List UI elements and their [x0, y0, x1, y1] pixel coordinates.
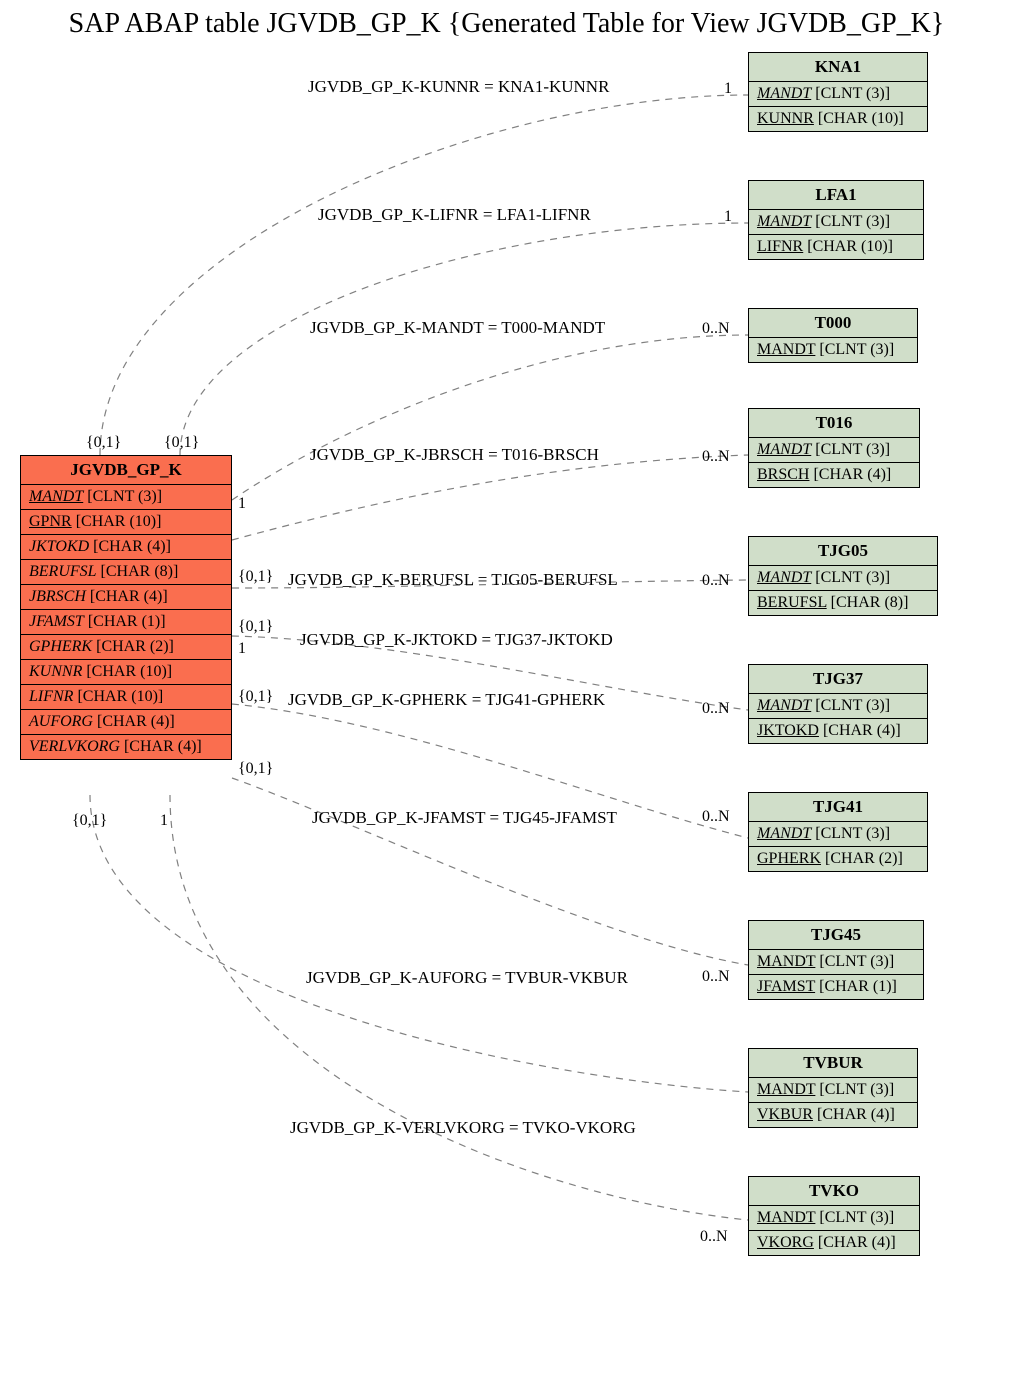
- cardinality-label: 0..N: [702, 968, 730, 986]
- entity-field: MANDT [CLNT (3)]: [749, 566, 937, 591]
- relationship-label: JGVDB_GP_K-JFAMST = TJG45-JFAMST: [312, 808, 617, 828]
- relationship-label: JGVDB_GP_K-JKTOKD = TJG37-JKTOKD: [300, 630, 613, 650]
- entity-header: TVBUR: [749, 1049, 917, 1078]
- relationship-label: JGVDB_GP_K-BERUFSL = TJG05-BERUFSL: [288, 570, 618, 590]
- entity-field: MANDT [CLNT (3)]: [21, 485, 231, 510]
- cardinality-label: {0,1}: [238, 568, 273, 586]
- cardinality-label: 1: [238, 495, 246, 513]
- entity-field: AUFORG [CHAR (4)]: [21, 710, 231, 735]
- cardinality-label: 1: [160, 812, 168, 830]
- entity-lfa1: LFA1MANDT [CLNT (3)]LIFNR [CHAR (10)]: [748, 180, 924, 260]
- entity-t000: T000MANDT [CLNT (3)]: [748, 308, 918, 363]
- entity-field: MANDT [CLNT (3)]: [749, 1078, 917, 1103]
- entity-field: JFAMST [CHAR (1)]: [749, 975, 923, 999]
- entity-header: JGVDB_GP_K: [21, 456, 231, 485]
- entity-field: JKTOKD [CHAR (4)]: [749, 719, 927, 743]
- entity-tjg37: TJG37MANDT [CLNT (3)]JKTOKD [CHAR (4)]: [748, 664, 928, 744]
- entity-field: KUNNR [CHAR (10)]: [749, 107, 927, 131]
- entity-field: MANDT [CLNT (3)]: [749, 1206, 919, 1231]
- entity-field: LIFNR [CHAR (10)]: [749, 235, 923, 259]
- entity-field: BRSCH [CHAR (4)]: [749, 463, 919, 487]
- entity-field: GPNR [CHAR (10)]: [21, 510, 231, 535]
- entity-field: VKORG [CHAR (4)]: [749, 1231, 919, 1255]
- cardinality-label: {0,1}: [164, 434, 199, 452]
- cardinality-label: 0..N: [700, 1228, 728, 1246]
- entity-header: TJG05: [749, 537, 937, 566]
- entity-tvko: TVKOMANDT [CLNT (3)]VKORG [CHAR (4)]: [748, 1176, 920, 1256]
- entity-header: KNA1: [749, 53, 927, 82]
- cardinality-label: 1: [724, 208, 732, 226]
- cardinality-label: {0,1}: [238, 760, 273, 778]
- entity-kna1: KNA1MANDT [CLNT (3)]KUNNR [CHAR (10)]: [748, 52, 928, 132]
- entity-header: TVKO: [749, 1177, 919, 1206]
- entity-jgvdb_gp_k: JGVDB_GP_KMANDT [CLNT (3)]GPNR [CHAR (10…: [20, 455, 232, 760]
- entity-field: KUNNR [CHAR (10)]: [21, 660, 231, 685]
- cardinality-label: 1: [724, 80, 732, 98]
- entity-header: T016: [749, 409, 919, 438]
- cardinality-label: {0,1}: [238, 618, 273, 636]
- entity-field: GPHERK [CHAR (2)]: [749, 847, 927, 871]
- entity-header: T000: [749, 309, 917, 338]
- cardinality-label: 1: [238, 640, 246, 658]
- relationship-label: JGVDB_GP_K-JBRSCH = T016-BRSCH: [310, 445, 599, 465]
- relationship-label: JGVDB_GP_K-AUFORG = TVBUR-VKBUR: [306, 968, 628, 988]
- cardinality-label: {0,1}: [72, 812, 107, 830]
- cardinality-label: 0..N: [702, 572, 730, 590]
- entity-field: MANDT [CLNT (3)]: [749, 822, 927, 847]
- relationship-label: JGVDB_GP_K-GPHERK = TJG41-GPHERK: [288, 690, 605, 710]
- cardinality-label: {0,1}: [86, 434, 121, 452]
- entity-header: TJG37: [749, 665, 927, 694]
- entity-field: MANDT [CLNT (3)]: [749, 438, 919, 463]
- entity-header: TJG45: [749, 921, 923, 950]
- relationship-label: JGVDB_GP_K-KUNNR = KNA1-KUNNR: [308, 77, 609, 97]
- entity-field: BERUFSL [CHAR (8)]: [21, 560, 231, 585]
- cardinality-label: 0..N: [702, 700, 730, 718]
- entity-field: MANDT [CLNT (3)]: [749, 82, 927, 107]
- entity-field: LIFNR [CHAR (10)]: [21, 685, 231, 710]
- entity-field: BERUFSL [CHAR (8)]: [749, 591, 937, 615]
- cardinality-label: {0,1}: [238, 688, 273, 706]
- entity-field: JBRSCH [CHAR (4)]: [21, 585, 231, 610]
- entity-field: MANDT [CLNT (3)]: [749, 694, 927, 719]
- entity-header: LFA1: [749, 181, 923, 210]
- cardinality-label: 0..N: [702, 808, 730, 826]
- entity-tjg05: TJG05MANDT [CLNT (3)]BERUFSL [CHAR (8)]: [748, 536, 938, 616]
- cardinality-label: 0..N: [702, 448, 730, 466]
- entity-t016: T016MANDT [CLNT (3)]BRSCH [CHAR (4)]: [748, 408, 920, 488]
- entity-field: MANDT [CLNT (3)]: [749, 210, 923, 235]
- entity-tjg41: TJG41MANDT [CLNT (3)]GPHERK [CHAR (2)]: [748, 792, 928, 872]
- entity-field: MANDT [CLNT (3)]: [749, 338, 917, 362]
- entity-field: MANDT [CLNT (3)]: [749, 950, 923, 975]
- entity-field: JKTOKD [CHAR (4)]: [21, 535, 231, 560]
- entity-field: JFAMST [CHAR (1)]: [21, 610, 231, 635]
- entity-field: GPHERK [CHAR (2)]: [21, 635, 231, 660]
- cardinality-label: 0..N: [702, 320, 730, 338]
- relationship-label: JGVDB_GP_K-LIFNR = LFA1-LIFNR: [318, 205, 591, 225]
- relationship-label: JGVDB_GP_K-MANDT = T000-MANDT: [310, 318, 605, 338]
- entity-header: TJG41: [749, 793, 927, 822]
- relationship-label: JGVDB_GP_K-VERLVKORG = TVKO-VKORG: [290, 1118, 636, 1138]
- page-title: SAP ABAP table JGVDB_GP_K {Generated Tab…: [0, 8, 1013, 40]
- entity-field: VERLVKORG [CHAR (4)]: [21, 735, 231, 759]
- entity-tjg45: TJG45MANDT [CLNT (3)]JFAMST [CHAR (1)]: [748, 920, 924, 1000]
- entity-tvbur: TVBURMANDT [CLNT (3)]VKBUR [CHAR (4)]: [748, 1048, 918, 1128]
- entity-field: VKBUR [CHAR (4)]: [749, 1103, 917, 1127]
